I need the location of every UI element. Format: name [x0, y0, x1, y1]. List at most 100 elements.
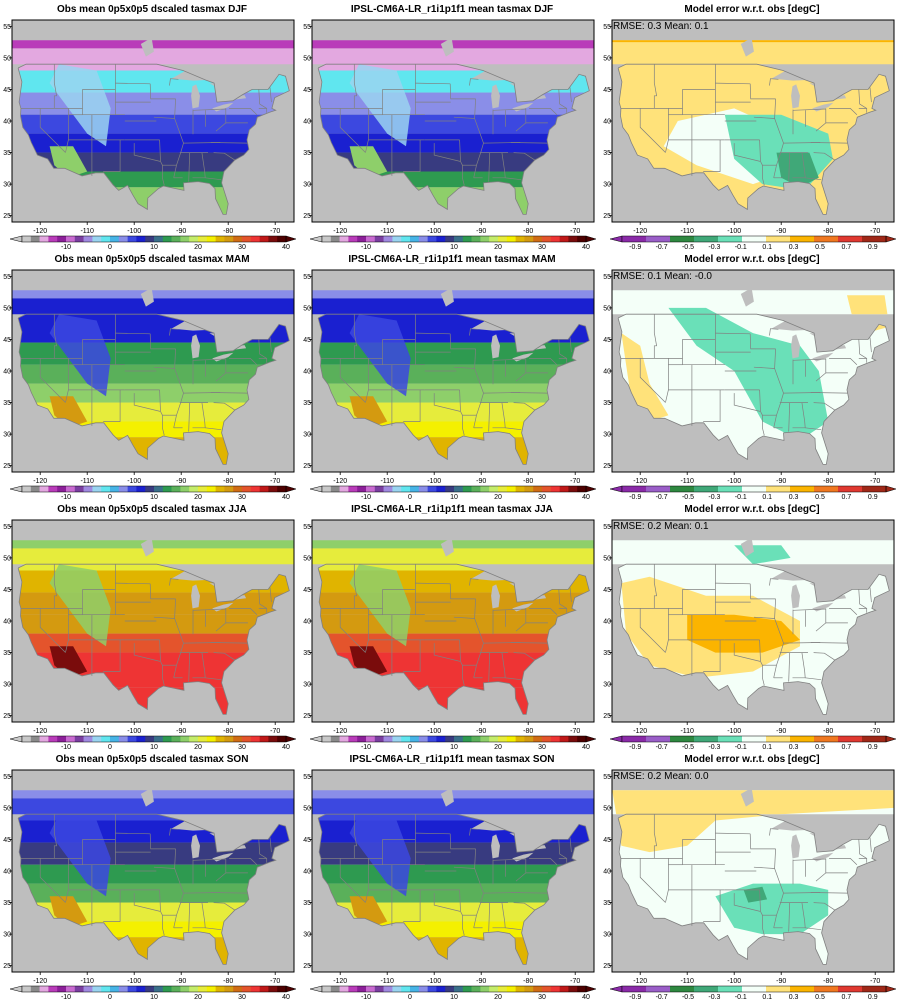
state-border	[173, 848, 184, 928]
map-svg: -120 -110 -100 -90 -80 -7025303540455055-0.9-…	[603, 269, 897, 500]
lat-tick-label: 25	[603, 463, 611, 470]
colorbar-swatch	[92, 236, 102, 242]
colorbar-tick-label: 0.7	[842, 244, 852, 250]
lon-tick-label: -120	[33, 228, 47, 235]
lake	[740, 287, 754, 307]
model-map-panel: -120 -110 -100 -90 -80 -70 25 30 35 40 45 50 55 -10 0 1…	[300, 500, 600, 750]
state-border	[492, 402, 506, 429]
colorbar-swatch	[401, 736, 411, 742]
colorbar-swatch	[418, 236, 428, 242]
state-border	[153, 366, 175, 369]
colorbar-swatch	[224, 236, 234, 242]
panel-title: Model error w.r.t. obs [degC]	[684, 504, 820, 515]
lon-tick-label: -110	[680, 228, 694, 235]
state-border	[753, 116, 775, 119]
colorbar-swatch	[357, 736, 367, 742]
colorbar-swatch	[838, 736, 863, 742]
colorbar-swatch	[392, 736, 402, 742]
lat-tick-label: 45	[3, 587, 11, 594]
colorbar-arrow-high	[585, 735, 597, 743]
state-border	[492, 858, 526, 861]
colorbar-swatch	[22, 986, 32, 992]
colorbar-swatch	[515, 486, 525, 492]
state-border	[788, 652, 791, 682]
state-border	[205, 677, 222, 681]
colorbar-swatch	[233, 486, 243, 492]
colorbar-tick-label: 10	[150, 494, 158, 500]
lat-tick-label: 55	[3, 774, 11, 781]
colorbar-frame	[21, 735, 287, 743]
abs-colorbar: -10 0 10 20 30 40	[309, 985, 597, 1000]
state-border	[639, 358, 666, 403]
state-border	[449, 83, 476, 100]
colorbar-swatch	[250, 236, 260, 242]
mean-label: Mean:	[664, 271, 695, 282]
coastline	[317, 813, 590, 965]
colorbar-tick-label: 30	[538, 994, 546, 1000]
colorbar-swatch	[550, 236, 560, 242]
panel-title: IPSL-CM6A-LR_r1i1p1f1 mean tasmax MAM	[348, 254, 556, 265]
colorbar-swatch	[136, 736, 146, 742]
abs-colorbar: -10 0 10 20 30 40	[309, 485, 597, 500]
state-border	[558, 608, 568, 613]
colorbar-tick-label: -0.1	[735, 244, 747, 250]
colorbar-arrow-low	[609, 735, 623, 743]
state-border	[810, 142, 848, 144]
mountain-patch	[349, 64, 411, 147]
colorbar-swatch	[198, 486, 208, 492]
colorbar-swatch	[383, 236, 393, 242]
map-svg: -120 -110 -100 -90 -80 -7025303540455055-0.9-…	[603, 19, 897, 250]
state-border	[213, 902, 235, 911]
mean-value: 0.1	[695, 521, 709, 532]
state-border	[815, 622, 827, 632]
state-border	[715, 82, 751, 85]
colorbar-swatch	[162, 486, 172, 492]
lon-tick-label: -70	[570, 228, 580, 235]
state-border	[733, 143, 761, 162]
state-border	[188, 402, 191, 432]
colorbar-swatch	[506, 736, 516, 742]
colorbar-swatch	[506, 236, 516, 242]
colorbar-swatch	[533, 986, 543, 992]
diff-colorbar: -0.9 -0.7 -0.5 -0.3 -0.1 0.1 0.3 0.5 0.7 0.9	[609, 985, 897, 1000]
colorbar-tick-label: 10	[450, 244, 458, 250]
mountain-patch	[349, 814, 411, 897]
lat-tick-label: 30	[603, 932, 611, 939]
lake	[140, 787, 154, 807]
state-border	[258, 858, 268, 863]
colorbar-swatch	[366, 736, 376, 742]
colorbar-swatch	[646, 236, 671, 242]
lon-tick-label: -100	[427, 978, 441, 985]
coastline	[17, 563, 290, 715]
diff-colorbar: -0.9 -0.7 -0.5 -0.3 -0.1 0.1 0.3 0.5 0.7 0.9	[609, 235, 897, 250]
state-border	[639, 108, 666, 153]
field-band	[12, 790, 294, 799]
colorbar-tick-label: 0.1	[762, 244, 772, 250]
lat-tick-label: 25	[603, 213, 611, 220]
state-border	[510, 642, 548, 644]
lat-tick-label: 35	[603, 150, 611, 157]
colorbar-swatch	[742, 236, 767, 242]
lat-tick-label: 55	[3, 274, 11, 281]
lon-tick-label: -120	[633, 978, 647, 985]
state-border	[665, 639, 725, 652]
state-border	[353, 64, 358, 109]
lat-tick-label: 50	[3, 305, 11, 312]
abs-colorbar: -10 0 10 20 30 40	[9, 985, 297, 1000]
colorbar-swatch	[322, 486, 332, 492]
colorbar-swatch	[374, 736, 384, 742]
coastline	[17, 813, 290, 965]
colorbar-tick-label: 0.7	[842, 494, 852, 500]
lon-tick-label: -110	[80, 228, 94, 235]
colorbar-swatch	[694, 236, 719, 242]
colorbar-arrow-low	[309, 985, 323, 993]
colorbar-tick-label: 30	[238, 244, 246, 250]
lat-tick-label: 25	[3, 463, 11, 470]
state-border	[492, 652, 506, 679]
lake	[491, 334, 500, 359]
lat-tick-label: 25	[3, 963, 11, 970]
state-border	[53, 314, 58, 359]
colorbar-arrow-low	[9, 985, 23, 993]
colorbar-swatch	[524, 986, 534, 992]
colorbar-swatch	[410, 236, 420, 242]
